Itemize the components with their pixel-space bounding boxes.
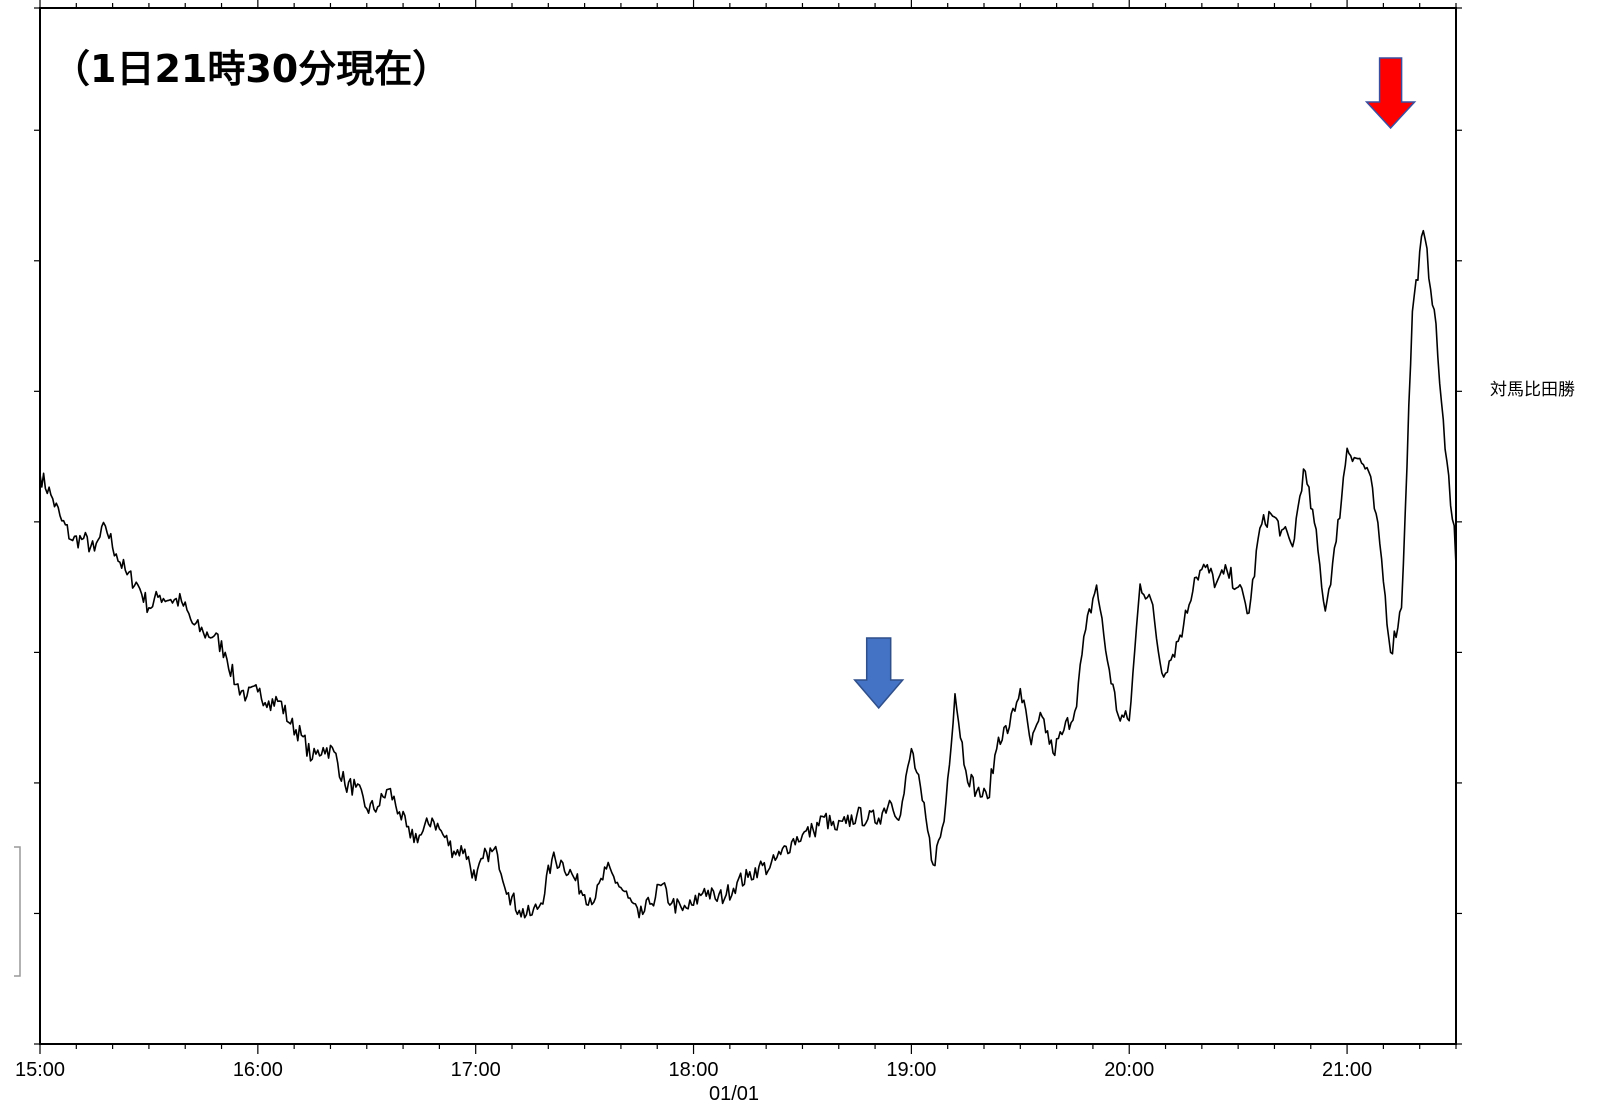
- x-tick-labels: 15:00 16:00 17:00 18:00 19:00 20:00 21:00: [15, 1059, 1372, 1081]
- blue-down-arrow-icon: [853, 637, 905, 710]
- bottom-axis-ticks: [39, 1044, 1457, 1054]
- top-axis-ticks: [39, 0, 1457, 8]
- x-tick-label: 15:00: [15, 1059, 65, 1081]
- x-tick-label: 17:00: [451, 1059, 501, 1081]
- x-tick-label: 19:00: [886, 1059, 936, 1081]
- annotations: [853, 57, 1417, 710]
- x-tick-label: 21:00: [1322, 1059, 1372, 1081]
- red-down-arrow-icon: [1364, 57, 1417, 130]
- series-line: [39, 229, 1457, 919]
- side-axis-ticks: [34, 7, 1462, 1045]
- plot-frame: [39, 7, 1457, 1045]
- station-label: 対馬比田勝: [1490, 380, 1575, 400]
- chart-title: （1日21時30分現在）: [52, 47, 450, 91]
- x-tick-label: 18:00: [669, 1059, 719, 1081]
- x-tick-label: 20:00: [1104, 1059, 1154, 1081]
- scale-bar-bracket: [14, 846, 21, 977]
- x-axis-date-label: 01/01: [709, 1083, 759, 1104]
- x-tick-label: 16:00: [233, 1059, 283, 1081]
